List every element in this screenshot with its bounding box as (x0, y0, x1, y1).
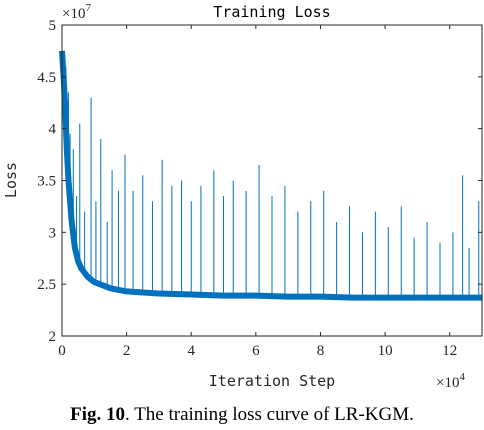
y-axis: 2 2.5 3 3.5 4 4.5 5 (37, 18, 482, 345)
loss-chart: 0 2 4 6 8 10 12 22.533.544.55 Training Loss It… (2, 2, 483, 391)
x-tick-label: 6 (252, 343, 260, 359)
caption-prefix: Fig. 10 (70, 404, 126, 425)
x-multiplier: ×104 (436, 371, 465, 391)
y-multiplier-exp: 7 (85, 2, 91, 14)
y-axis-title: Loss (2, 162, 20, 198)
y-tick-label: 3.5 (37, 174, 56, 190)
y-multiplier-base: ×10 (62, 6, 85, 22)
x-multiplier-base: ×10 (436, 375, 459, 391)
figure-caption: Fig. 10. The training loss curve of LR-K… (0, 404, 484, 426)
x-axis-title: Iteration Step (209, 372, 335, 390)
y-tick-label: 2.5 (37, 277, 56, 293)
x-tick-label: 2 (123, 343, 131, 359)
x-multiplier-exp: 4 (459, 371, 465, 383)
y-tick-label: 4.5 (37, 70, 56, 86)
chart-title: Training Loss (213, 3, 330, 21)
x-tick-label: 12 (442, 343, 457, 359)
x-tick-label: 0 (58, 343, 66, 359)
y-multiplier: ×107 (62, 2, 91, 22)
y-tick-label: 4 (49, 122, 57, 138)
y-tick-label: 3 (49, 225, 57, 241)
x-tick-label: 4 (187, 343, 195, 359)
y-tick-label: 5 (49, 18, 57, 34)
x-axis: 0 2 4 6 8 10 12 (58, 25, 457, 359)
data-layer (59, 50, 482, 301)
y-tick-label: 2 (49, 329, 57, 345)
caption-text: . The training loss curve of LR-KGM. (125, 404, 414, 425)
x-tick-label: 8 (317, 343, 325, 359)
x-tick-label: 10 (378, 343, 393, 359)
